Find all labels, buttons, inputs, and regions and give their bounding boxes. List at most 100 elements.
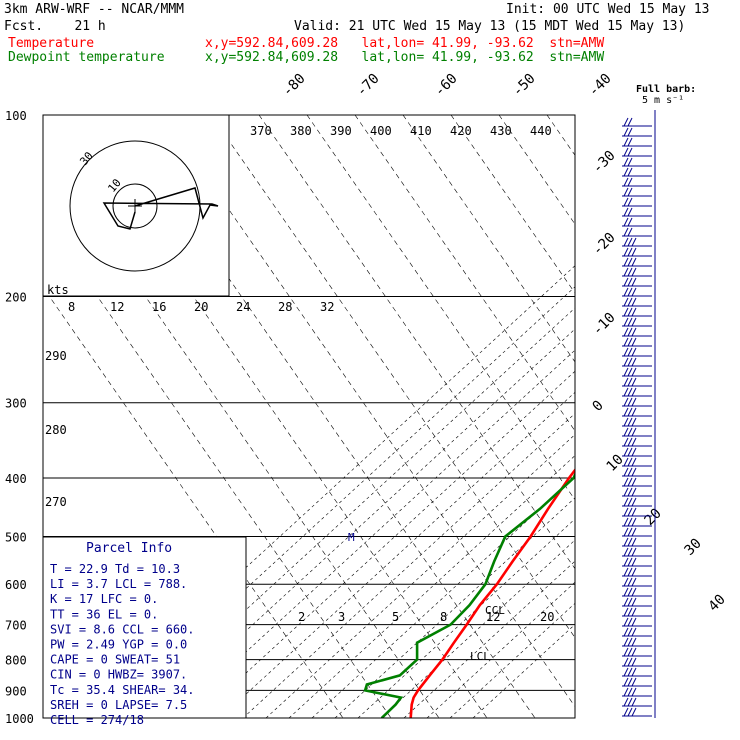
wind-barb-flag [623,627,629,637]
parcel-row: Tc = 35.4 SHEAR= 34. [50,683,195,697]
wind-barb-flag [623,387,629,397]
wind-barb-flag [623,137,629,147]
wind-barb-flag [627,257,633,267]
wind-barb-flag [627,527,633,537]
wind-barb-flag [631,427,637,437]
dry-adiabat-line [306,115,575,501]
wind-barb-flag [623,517,629,527]
wind-barb-flag [623,667,629,677]
wind-barb-flag [623,477,629,487]
pressure-label-100: 100 [5,109,27,123]
wind-barb-flag [627,377,633,387]
wind-barb-flag [627,617,633,627]
wind-barb-flag [623,707,629,717]
wind-barb-flag [631,707,637,717]
wind-barb-flag [623,467,629,477]
wind-barb-flag [631,307,637,317]
mixing-ratio-label: 24 [236,300,250,314]
wind-barb-flag [631,457,637,467]
wind-barb-flag [623,127,629,137]
wind-barb-flag [623,157,629,167]
wind-barb-flag [623,617,629,627]
wind-barb-flag [631,337,637,347]
isotherm-label: 40 [706,592,729,615]
wind-barb-flag [623,327,629,337]
wind-barb-flag [631,667,637,677]
ccl-marker: CCL [485,604,505,617]
wind-barb-flag [631,287,637,297]
wind-barb-flag [623,367,629,377]
wind-barb-flag [627,197,633,207]
wind-barb-flag [623,577,629,587]
dry-adiabat-line [643,115,740,718]
wind-barb-flag [627,367,633,377]
valid-time: Valid: 21 UTC Wed 15 May 13 (15 MDT Wed … [294,19,686,34]
dry-adiabat-line [354,115,575,432]
wind-barb-flag [623,317,629,327]
wind-barb-flag [623,697,629,707]
wind-barb-flag [623,607,629,617]
wind-barb-flag [627,677,633,687]
wind-barb-flag [631,467,637,477]
parcel-row: T = 22.9 Td = 10.3 [50,562,180,576]
wind-barb-flag [627,167,633,177]
barb-legend-units: 5 m s⁻¹ [642,95,684,106]
wind-barb-flag [623,347,629,357]
mixing-ratio-label: 28 [278,300,292,314]
isotherm-line [173,349,575,718]
wind-barb-flag [623,287,629,297]
wind-barb-flag [627,497,633,507]
mixing-ratio-label: 8 [68,300,75,314]
pressure-label-200: 200 [5,291,27,305]
forecast-hour: Fcst. 21 h [4,19,106,34]
theta-label: 370 [250,124,272,138]
wind-barb-flag [627,457,633,467]
wind-barb-flag [631,477,637,487]
isotherm-line [472,624,575,718]
wind-barb-flag [623,257,629,267]
temperature-location: x,y=592.84,609.28 lat,lon= 41.99, -93.62… [205,36,605,51]
temperature-profile [409,467,575,718]
mixing-ratio-low-label: 12 [486,610,500,624]
wind-barb-flag [623,637,629,647]
parcel-row: LI = 3.7 LCL = 788. [50,577,187,591]
wind-barb-flag [627,537,633,547]
wind-barb-flag [623,587,629,597]
isotherm-line [426,581,575,718]
wind-barb-flag [627,117,633,127]
wind-barb-flag [631,397,637,407]
dry-adiabat-line [114,115,536,718]
wind-barb-flag [623,507,629,517]
dry-adiabat-line [43,286,344,718]
wind-barb-flag [623,677,629,687]
isotherm-label: -80 [280,71,309,100]
wind-barb-flag [623,527,629,537]
wind-barb-flag [623,307,629,317]
wind-barb-flag [631,437,637,447]
wind-barb-flag [627,347,633,357]
isotherm-line [127,307,575,718]
wind-barb-flag [623,417,629,427]
hodograph-units: kts [47,283,69,297]
isotherm-label: -20 [590,230,619,259]
theta-label: 420 [450,124,472,138]
dry-adiabat-line [43,217,392,718]
wind-barb-flag [631,507,637,517]
wind-barb-flag [627,407,633,417]
dry-adiabat-line [258,115,575,570]
wind-barb-flag [627,287,633,297]
pressure-label-700: 700 [5,619,27,633]
wind-barb-flag [623,567,629,577]
wind-barb-flag [623,407,629,417]
wind-barb-flag [627,177,633,187]
dewpoint-location: x,y=592.84,609.28 lat,lon= 41.99, -93.62… [205,50,605,65]
plot-frame [42,114,576,719]
isotherm-label: -50 [510,71,539,100]
mixed-layer-marker: M [348,531,355,544]
temperature-legend: Temperature [8,36,95,51]
theta-label: 390 [330,124,352,138]
wind-barb-flag [627,337,633,347]
wind-barb-flag [623,167,629,177]
wind-barb-flag [623,277,629,287]
